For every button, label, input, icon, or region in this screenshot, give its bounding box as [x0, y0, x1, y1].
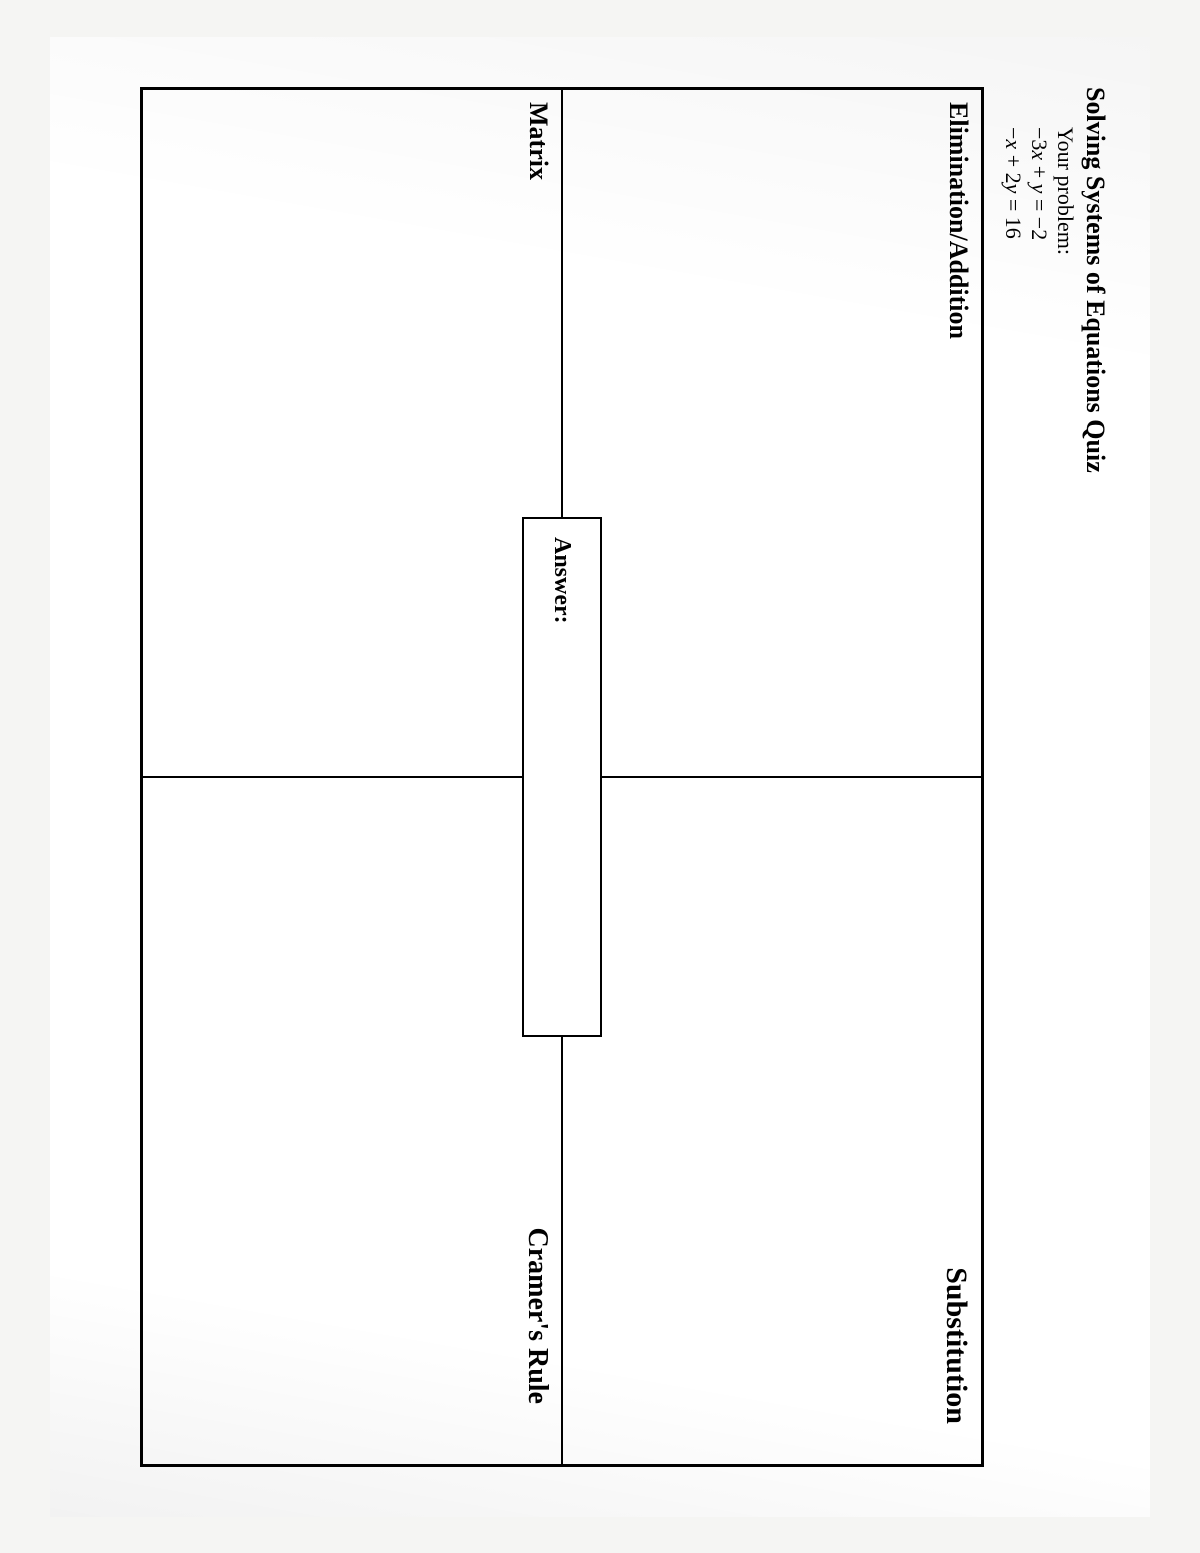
eq1-var-y: y: [1027, 183, 1052, 193]
eq2-coef1: −: [1001, 127, 1026, 139]
eq1-var-x: x: [1027, 150, 1052, 160]
cell-substitution: Substitution: [562, 777, 982, 1465]
methods-grid-wrap: Elimination/Addition Substitution Matrix…: [140, 87, 984, 1467]
label-cramers-rule: Cramer's Rule: [521, 1227, 553, 1404]
cell-elimination: Elimination/Addition: [562, 89, 982, 777]
label-matrix: Matrix: [523, 102, 553, 180]
cell-cramers-rule: Cramer's Rule: [142, 777, 562, 1465]
eq1-plus: +: [1027, 160, 1052, 183]
eq1-coef1: −3: [1027, 127, 1052, 150]
equation-1: −3x + y = −2: [1026, 127, 1052, 1467]
eq2-var-x: x: [1001, 139, 1026, 149]
eq2-var-y: y: [1001, 183, 1026, 193]
answer-label: Answer:: [549, 537, 576, 624]
label-substitution: Substitution: [939, 1267, 973, 1424]
eq2-rhs: = 16: [1001, 193, 1026, 238]
answer-box: Answer:: [522, 517, 602, 1037]
eq2-plus: + 2: [1001, 149, 1026, 183]
problem-label: Your problem:: [1052, 127, 1078, 1467]
worksheet-page: Solving Systems of Equations Quiz Your p…: [50, 37, 1150, 1517]
page-title: Solving Systems of Equations Quiz: [1080, 87, 1110, 1467]
label-elimination: Elimination/Addition: [943, 102, 973, 339]
eq1-rhs: = −2: [1027, 193, 1052, 240]
cell-matrix: Matrix: [142, 89, 562, 777]
equation-2: −x + 2y = 16: [1000, 127, 1026, 1467]
